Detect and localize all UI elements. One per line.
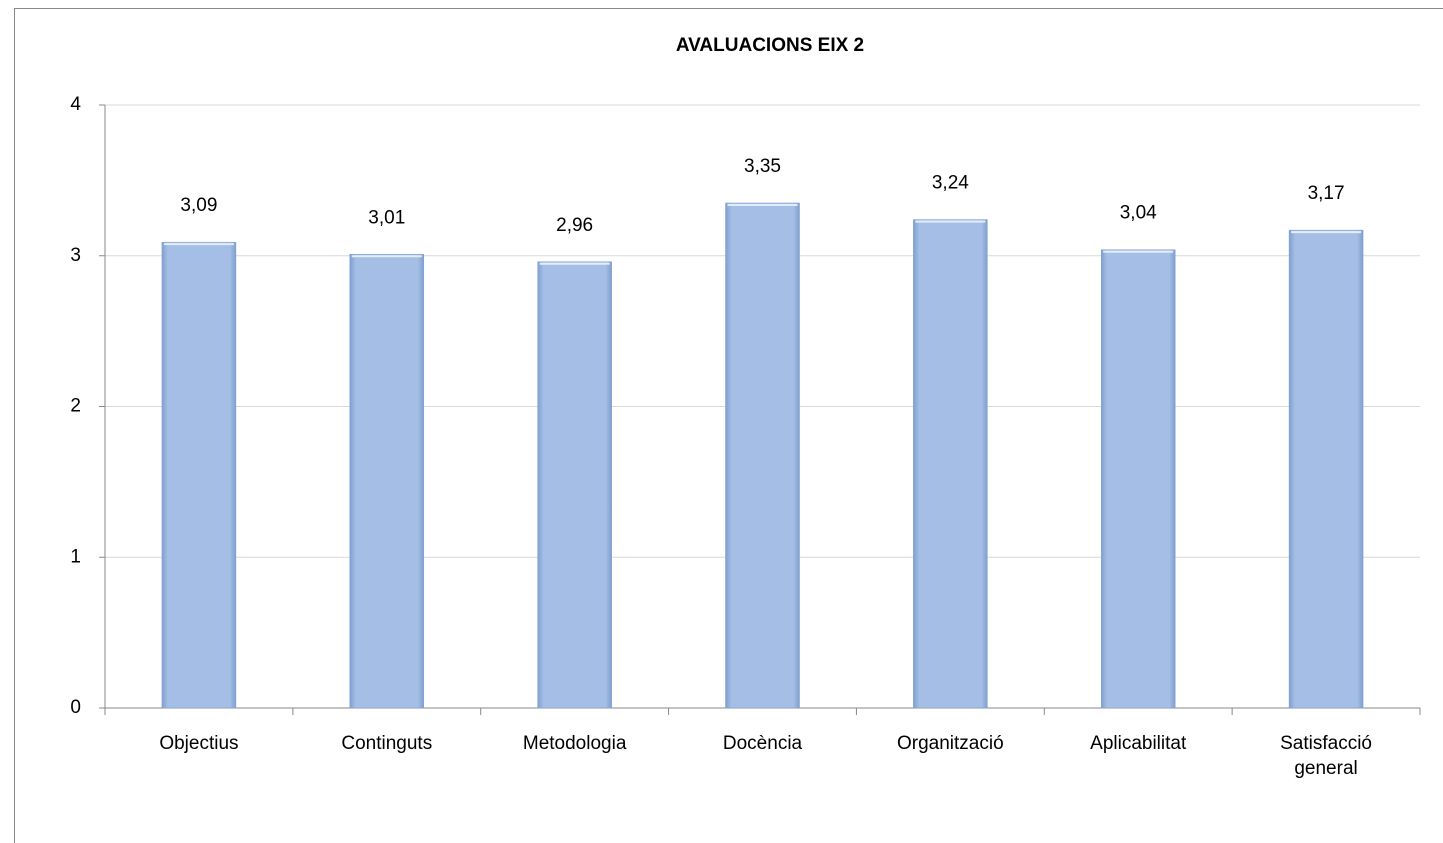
y-tick-label: 1 — [70, 546, 81, 567]
value-label: 3,24 — [932, 173, 969, 194]
value-label: 2,96 — [556, 215, 593, 236]
value-label: 3,17 — [1308, 183, 1345, 204]
chart-title: AVALUACIONS EIX 2 — [676, 35, 864, 56]
bar — [725, 202, 800, 709]
value-label: 3,09 — [180, 195, 217, 216]
y-tick-label: 0 — [70, 697, 81, 718]
value-label: 3,35 — [744, 156, 781, 177]
y-tick-label: 2 — [70, 396, 81, 417]
x-tick-label: Satisfacció general — [1280, 733, 1372, 779]
x-tick-label: Organització — [897, 733, 1004, 754]
x-tick-label: Continguts — [341, 733, 433, 754]
x-tick-label: Aplicabilitat — [1090, 733, 1187, 754]
bar — [349, 253, 425, 709]
x-tick-label: Metodologia — [522, 733, 627, 754]
value-label: 3,01 — [368, 207, 405, 228]
value-label: 3,04 — [1120, 203, 1157, 224]
bar — [1100, 249, 1176, 709]
y-tick-label: 4 — [70, 94, 81, 115]
x-tick-label: Docència — [722, 733, 803, 754]
bar — [161, 241, 237, 709]
bar — [1288, 229, 1364, 709]
bar — [913, 219, 988, 709]
x-tick-label: Objectius — [159, 733, 239, 754]
bar — [537, 261, 612, 709]
y-tick-label: 3 — [70, 245, 81, 266]
